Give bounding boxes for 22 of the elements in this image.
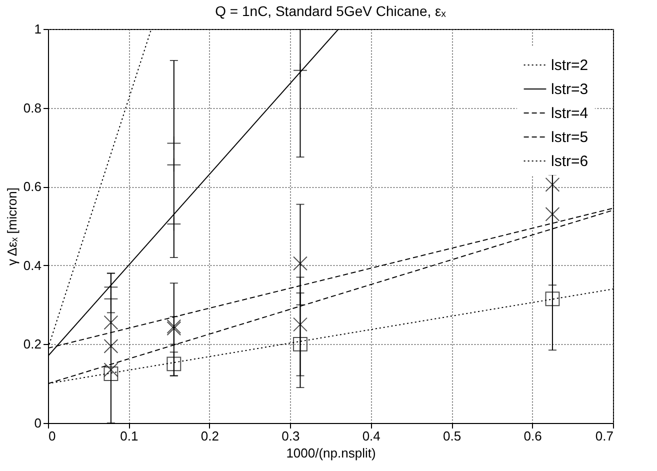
x-tick-label: 0.5	[443, 428, 462, 444]
x-tick-label: 0	[48, 428, 56, 444]
x-tick-label: 0.2	[200, 428, 219, 444]
y-tick-label: 1	[34, 22, 42, 36]
x-tick-label: 0.3	[282, 428, 300, 444]
y-axis-title: γ Δεₓ [micron]	[4, 188, 20, 266]
x-axis-title: 1000/(np.nsplit)	[286, 446, 376, 460]
legend-label: lstr=3	[551, 81, 588, 98]
y-tick-label: 0	[34, 416, 42, 430]
legend-label: lstr=2	[551, 57, 588, 74]
chart-title: Q = 1nC, Standard 5GeV Chicane, εₓ	[215, 3, 446, 19]
legend-label: lstr=5	[551, 129, 588, 146]
y-tick-label: 0.4	[23, 258, 42, 273]
x-tick-label: 0.1	[120, 428, 138, 444]
y-tick-label: 0.8	[23, 100, 42, 116]
x-tick-label: 0.6	[524, 428, 542, 444]
x-tick-label: 0.7	[595, 428, 614, 444]
x-tick-label: 0.4	[362, 428, 380, 444]
y-tick-label: 0.6	[23, 179, 42, 194]
y-tick-label: 0.2	[23, 336, 42, 352]
legend-label: lstr=4	[551, 105, 588, 122]
legend-label: lstr=6	[551, 153, 588, 170]
